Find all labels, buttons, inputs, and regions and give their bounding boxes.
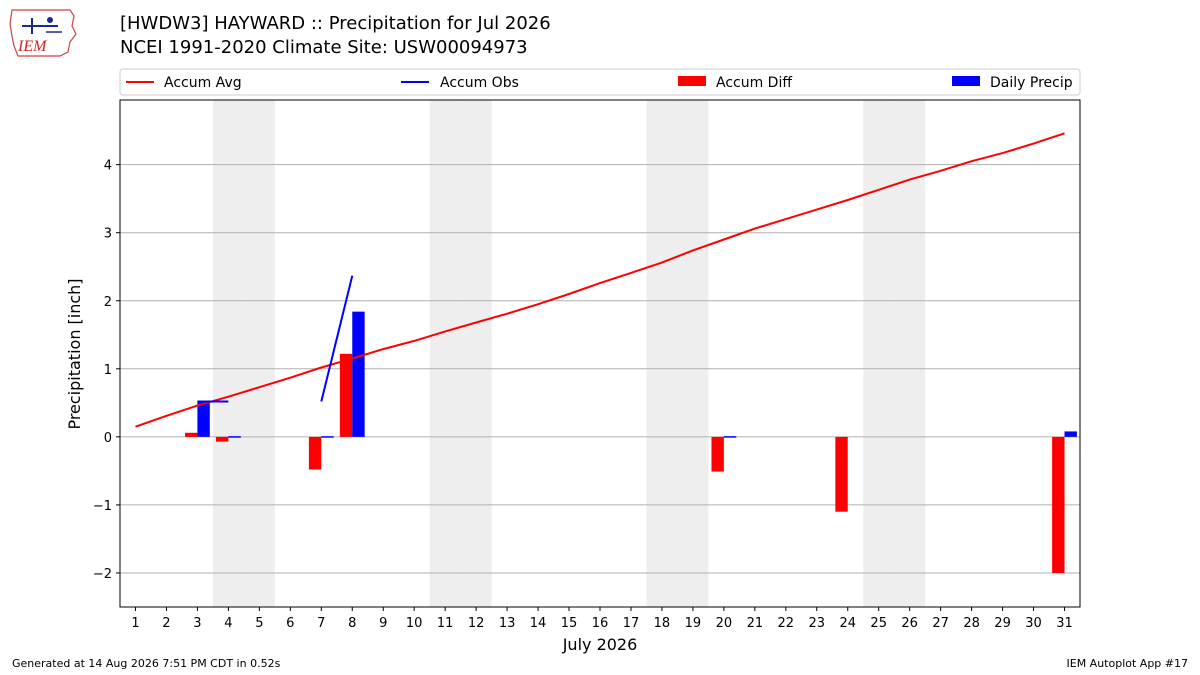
diff-bar-day-20 bbox=[711, 436, 724, 472]
x-tick-label: 4 bbox=[224, 616, 232, 631]
legend-frame bbox=[119, 68, 1081, 96]
x-tick-label: 28 bbox=[963, 616, 980, 631]
x-tick-label: 19 bbox=[685, 616, 702, 631]
accum-obs-line-segment-1 bbox=[320, 275, 354, 402]
daily-precip-bar-day-31 bbox=[1064, 431, 1077, 437]
weekend-band-4 bbox=[212, 100, 244, 607]
legend: Accum Avg Accum Obs Accum Diff Daily Pre… bbox=[119, 68, 1081, 96]
diff-bar-day-24 bbox=[835, 436, 848, 512]
legend-label-accum-avg: Accum Avg bbox=[164, 75, 242, 91]
x-tick-label: 25 bbox=[870, 616, 887, 631]
y-tick-label: 1 bbox=[104, 363, 112, 378]
x-tick-label: 18 bbox=[654, 616, 671, 631]
x-tick-label: 7 bbox=[317, 616, 325, 631]
legend-label-daily-precip: Daily Precip bbox=[990, 75, 1073, 91]
legend-swatch-accum-diff bbox=[678, 76, 706, 86]
diff-bar-day-3 bbox=[185, 432, 198, 437]
x-axis-label: July 2026 bbox=[562, 635, 638, 654]
x-tick-label: 22 bbox=[778, 616, 795, 631]
y-tick-label: −2 bbox=[93, 567, 112, 582]
y-tick-label: 0 bbox=[104, 431, 112, 446]
diff-bar-day-31 bbox=[1052, 436, 1065, 573]
chart-title: [HWDW3] HAYWARD :: Precipitation for Jul… bbox=[120, 13, 551, 34]
app-label: IEM Autoplot App #17 bbox=[1066, 657, 1189, 670]
x-tick-label: 16 bbox=[592, 616, 609, 631]
diff-bar-day-7 bbox=[308, 436, 322, 470]
x-tick-label: 23 bbox=[809, 616, 826, 631]
legend-swatch-daily-precip bbox=[952, 76, 980, 86]
iem-logo-icon: IEM bbox=[9, 9, 77, 57]
daily-precip-bar-day-7 bbox=[321, 436, 334, 438]
daily-precip-bar-day-20 bbox=[723, 436, 737, 438]
x-tick-label: 3 bbox=[193, 616, 201, 631]
legend-label-accum-obs: Accum Obs bbox=[440, 75, 519, 91]
x-tick-label: 6 bbox=[286, 616, 294, 631]
x-tick-label: 10 bbox=[406, 616, 423, 631]
legend-label-accum-diff: Accum Diff bbox=[716, 75, 792, 91]
daily-precip-bar-day-3 bbox=[197, 401, 210, 437]
x-tick-label: 11 bbox=[437, 616, 454, 631]
x-tick-label: 1 bbox=[131, 616, 139, 631]
weekend-band-26 bbox=[894, 100, 926, 607]
x-tick-label: 13 bbox=[499, 616, 516, 631]
y-tick-label: 4 bbox=[104, 159, 112, 174]
weekend-band-19 bbox=[677, 100, 709, 607]
x-tick-label: 12 bbox=[468, 616, 485, 631]
x-tick-label: 26 bbox=[901, 616, 918, 631]
generated-timestamp: Generated at 14 Aug 2026 7:51 PM CDT in … bbox=[12, 657, 281, 670]
diff-bar-day-4 bbox=[216, 436, 229, 442]
weekend-band-18 bbox=[646, 100, 678, 607]
weekend-band-12 bbox=[460, 100, 492, 607]
y-axis-label: Precipitation [inch] bbox=[65, 278, 84, 429]
x-tick-label: 21 bbox=[747, 616, 764, 631]
x-tick-label: 29 bbox=[994, 616, 1011, 631]
x-tick-label: 2 bbox=[162, 616, 170, 631]
y-tick-label: 2 bbox=[104, 295, 112, 310]
x-tick-label: 27 bbox=[932, 616, 949, 631]
daily-precip-bar-day-8 bbox=[352, 311, 365, 437]
daily-precip-bar-day-4 bbox=[228, 436, 241, 438]
logo-text: IEM bbox=[17, 38, 48, 55]
x-tick-label: 15 bbox=[561, 616, 578, 631]
iem-logo: IEM bbox=[8, 6, 78, 58]
accum-avg-line bbox=[135, 132, 1065, 428]
x-tick-label: 5 bbox=[255, 616, 263, 631]
x-tick-label: 30 bbox=[1025, 616, 1042, 631]
chart-subtitle: NCEI 1991-2020 Climate Site: USW00094973 bbox=[120, 37, 528, 58]
y-tick-label: −1 bbox=[93, 499, 112, 514]
weekend-band-11 bbox=[429, 100, 461, 607]
y-tick-label: 3 bbox=[104, 227, 112, 242]
x-tick-label: 8 bbox=[348, 616, 356, 631]
x-tick-label: 20 bbox=[716, 616, 733, 631]
weekend-band-25 bbox=[863, 100, 895, 607]
diff-bar-day-8 bbox=[339, 353, 353, 437]
x-tick-label: 9 bbox=[379, 616, 387, 631]
weekend-band-5 bbox=[243, 100, 275, 607]
x-tick-label: 17 bbox=[623, 616, 640, 631]
x-tick-label: 14 bbox=[530, 616, 547, 631]
x-tick-label: 31 bbox=[1056, 616, 1073, 631]
x-tick-label: 24 bbox=[839, 616, 856, 631]
